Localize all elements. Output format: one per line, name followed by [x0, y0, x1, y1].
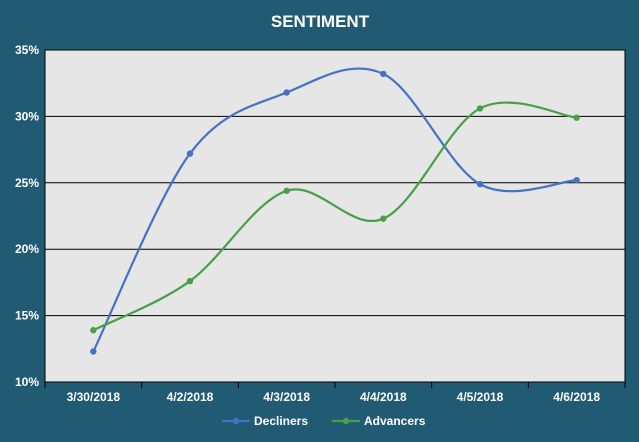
- plot-area: [44, 49, 626, 383]
- legend-marker-advancers: [342, 417, 350, 425]
- y-tick-label: 25%: [15, 176, 39, 190]
- data-point-advancers: [573, 114, 580, 121]
- data-point-decliners: [186, 150, 194, 157]
- x-tick-label: 3/30/2018: [67, 390, 121, 404]
- data-point-decliners: [573, 176, 580, 184]
- data-point-decliners: [476, 180, 484, 188]
- x-axis: 3/30/2018 4/2/2018 4/3/2018 4/4/2018 4/5/201…: [44, 382, 626, 404]
- data-point-advancers: [380, 215, 387, 222]
- data-point-decliners: [380, 70, 387, 78]
- y-axis: 10% 15% 20% 25% 30% 35%: [15, 43, 39, 389]
- legend-label-advancers: Advancers: [364, 414, 426, 428]
- data-point-decliners: [283, 89, 290, 96]
- data-point-advancers: [186, 277, 194, 285]
- chart-title: SENTIMENT: [271, 12, 370, 31]
- x-tick-label: 4/2/2018: [167, 390, 214, 404]
- y-tick-label: 20%: [15, 242, 39, 256]
- plot-background: [44, 49, 626, 383]
- series-line-advancers: [92, 101, 577, 332]
- data-point-advancers: [90, 327, 97, 334]
- series-layer: [90, 67, 580, 355]
- y-tick-label: 35%: [15, 43, 39, 57]
- x-tick-label: 4/4/2018: [360, 390, 407, 404]
- y-tick-label: 15%: [15, 309, 39, 323]
- x-tick-label: 4/3/2018: [263, 390, 310, 404]
- data-point-advancers: [476, 105, 484, 112]
- y-tick-label: 10%: [15, 375, 39, 389]
- data-point-decliners: [90, 348, 97, 355]
- x-tick-label: 4/5/2018: [457, 390, 504, 404]
- data-point-advancers: [283, 187, 290, 194]
- legend: Decliners Advancers: [222, 414, 426, 428]
- legend-label-decliners: Decliners: [254, 414, 308, 428]
- legend-marker-decliners: [232, 417, 240, 425]
- x-tick-label: 4/6/2018: [553, 390, 600, 404]
- y-tick-label: 30%: [15, 109, 39, 123]
